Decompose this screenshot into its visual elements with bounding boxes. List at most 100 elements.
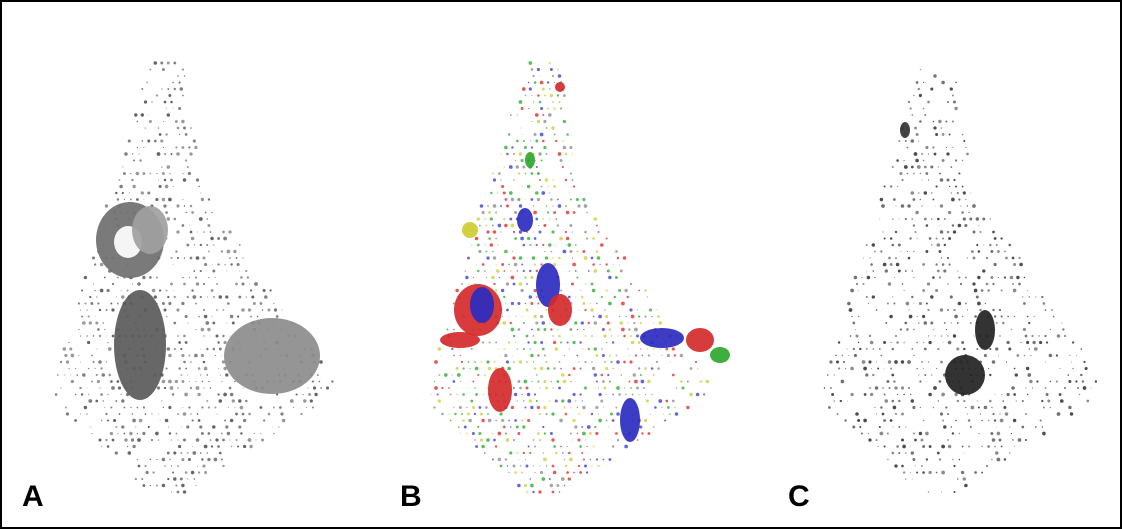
point xyxy=(591,335,592,336)
point xyxy=(916,342,918,344)
point xyxy=(591,283,594,286)
point xyxy=(892,218,893,219)
point xyxy=(522,316,523,317)
point xyxy=(901,360,904,363)
point xyxy=(151,439,153,441)
point xyxy=(519,360,522,363)
point xyxy=(933,407,935,409)
point xyxy=(219,452,222,455)
point xyxy=(1004,458,1006,460)
point xyxy=(156,459,157,460)
point xyxy=(546,309,548,311)
point xyxy=(533,101,534,102)
point xyxy=(1023,302,1026,305)
point xyxy=(939,276,941,278)
point xyxy=(212,322,215,325)
point xyxy=(180,374,182,376)
point xyxy=(628,328,631,331)
point xyxy=(505,432,507,434)
point xyxy=(953,230,956,233)
point xyxy=(144,465,146,467)
point xyxy=(894,360,898,364)
point xyxy=(951,323,952,324)
point xyxy=(954,315,958,319)
point xyxy=(636,334,639,337)
point xyxy=(952,94,954,96)
point xyxy=(506,360,509,363)
point xyxy=(519,152,523,156)
point xyxy=(484,245,485,246)
point xyxy=(558,152,562,156)
point xyxy=(145,413,147,415)
point xyxy=(122,192,124,194)
point xyxy=(987,445,990,448)
point xyxy=(69,348,72,351)
point xyxy=(203,283,205,285)
point xyxy=(534,81,537,84)
point xyxy=(144,199,145,200)
point xyxy=(915,159,919,163)
point xyxy=(553,445,556,448)
point xyxy=(999,439,1002,442)
point xyxy=(137,433,138,434)
point xyxy=(926,303,928,305)
point xyxy=(955,159,957,161)
point xyxy=(563,406,565,408)
point xyxy=(898,426,900,428)
point xyxy=(548,113,552,117)
point xyxy=(572,154,573,155)
point xyxy=(166,316,168,318)
point xyxy=(910,472,911,473)
point xyxy=(188,406,190,408)
point xyxy=(948,341,952,345)
panel-label: B xyxy=(400,480,422,513)
point xyxy=(598,387,599,388)
point xyxy=(513,231,515,233)
blob xyxy=(945,355,985,395)
point xyxy=(957,270,958,271)
point xyxy=(575,400,576,401)
point xyxy=(602,354,605,357)
point xyxy=(96,374,98,376)
point xyxy=(183,490,186,493)
point xyxy=(533,335,534,336)
point xyxy=(230,393,234,397)
point xyxy=(172,393,174,395)
point xyxy=(952,120,954,122)
point xyxy=(1091,388,1092,389)
point xyxy=(86,309,87,310)
point xyxy=(1029,296,1030,297)
point xyxy=(460,355,461,356)
point xyxy=(88,315,90,317)
point xyxy=(135,478,137,480)
point xyxy=(854,276,858,280)
point xyxy=(173,62,176,65)
point xyxy=(1026,341,1029,344)
point xyxy=(581,296,583,298)
point xyxy=(260,406,263,409)
point xyxy=(921,465,922,466)
point xyxy=(262,309,263,310)
point xyxy=(835,355,836,356)
point xyxy=(990,276,993,279)
point xyxy=(170,101,173,104)
point xyxy=(869,335,871,337)
point xyxy=(94,368,95,369)
point xyxy=(448,413,449,414)
point xyxy=(174,348,176,350)
point xyxy=(210,439,212,441)
point xyxy=(594,347,597,350)
point xyxy=(997,458,1001,462)
point xyxy=(1025,387,1026,388)
point xyxy=(890,368,892,370)
point xyxy=(465,276,468,279)
point xyxy=(967,413,968,414)
point xyxy=(920,173,921,174)
point xyxy=(202,464,205,467)
point xyxy=(147,140,150,143)
point xyxy=(517,115,518,116)
point xyxy=(528,108,529,109)
point xyxy=(434,386,438,390)
point xyxy=(949,263,951,265)
point xyxy=(992,231,995,234)
